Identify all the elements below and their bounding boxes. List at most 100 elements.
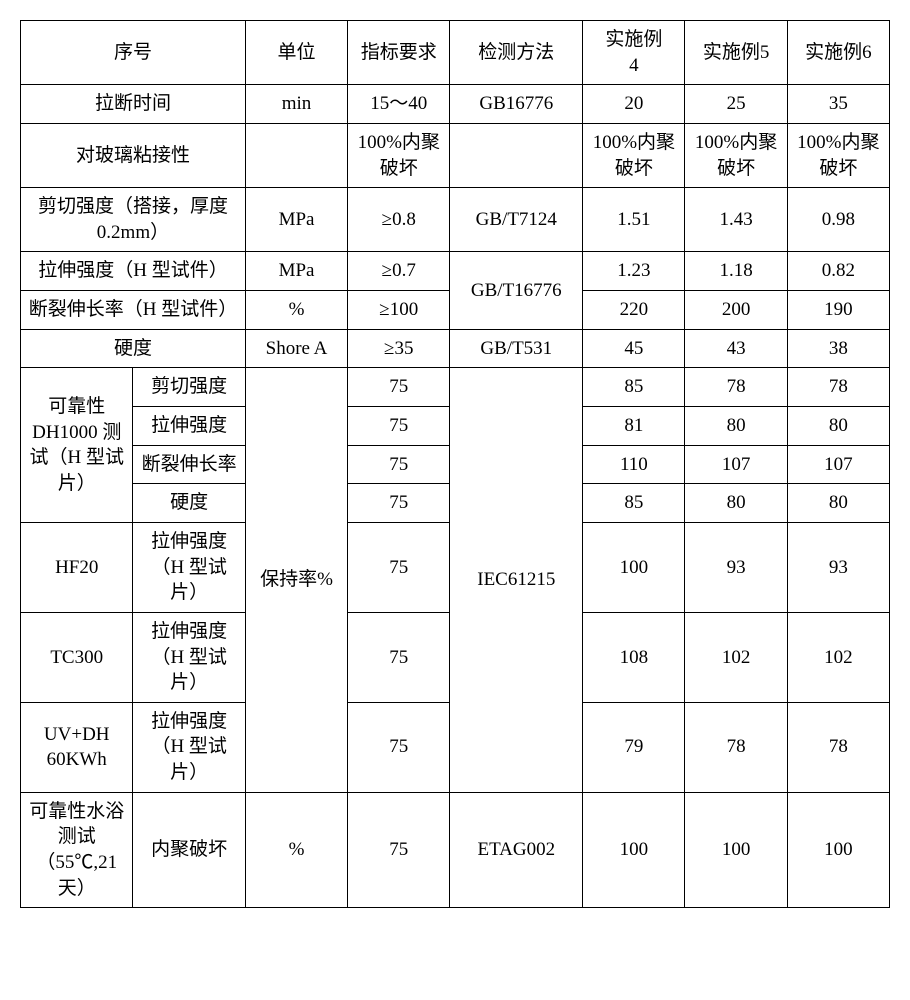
table-row: 拉断时间 min 15～40 GB16776 20 25 35 [21,85,890,124]
cell-req: 75 [348,484,450,523]
group-label: 可靠性水浴测试（55℃,21天） [21,792,133,908]
cell-req: 75 [348,792,450,908]
cell-ex6: 80 [787,484,889,523]
sub-name: 剪切强度 [133,368,245,407]
cell-unit: % [245,291,347,330]
cell-method: ETAG002 [450,792,583,908]
cell-ex6: 107 [787,445,889,484]
cell-req: ≥0.7 [348,252,450,291]
group-label: TC300 [21,612,133,702]
cell-unit: min [245,85,347,124]
cell-req: ≥35 [348,329,450,368]
header-seq: 序号 [21,21,246,85]
cell-ex4: 81 [583,407,685,446]
cell-unit: % [245,792,347,908]
table-row: 对玻璃粘接性 100%内聚破坏 100%内聚破坏 100%内聚破坏 100%内聚… [21,123,890,187]
cell-req: 75 [348,612,450,702]
cell-req: ≥0.8 [348,188,450,252]
group-label: 可靠性DH1000 测试（H 型试片） [21,368,133,523]
cell-ex6: 102 [787,612,889,702]
cell-ex4: 220 [583,291,685,330]
header-ex5: 实施例5 [685,21,787,85]
sub-name: 断裂伸长率 [133,445,245,484]
row-name: 硬度 [21,329,246,368]
cell-ex6: 38 [787,329,889,368]
cell-unit: MPa [245,188,347,252]
cell-req: 15～40 [348,85,450,124]
cell-ex5: 200 [685,291,787,330]
cell-unit [245,123,347,187]
cell-req: 75 [348,702,450,792]
cell-ex4: 110 [583,445,685,484]
sub-name: 内聚破坏 [133,792,245,908]
cell-ex6: 93 [787,522,889,612]
sub-name: 拉伸强度（H 型试片） [133,522,245,612]
spec-table: 序号 单位 指标要求 检测方法 实施例4 实施例5 实施例6 拉断时间 min … [20,20,890,908]
cell-ex5: 43 [685,329,787,368]
cell-req: 100%内聚破坏 [348,123,450,187]
cell-method: GB16776 [450,85,583,124]
sub-name: 拉伸强度 [133,407,245,446]
sub-name: 拉伸强度（H 型试片） [133,612,245,702]
header-unit: 单位 [245,21,347,85]
cell-ex6: 0.82 [787,252,889,291]
cell-req: 75 [348,368,450,407]
cell-ex6: 78 [787,702,889,792]
cell-ex5: 100 [685,792,787,908]
cell-ex4: 20 [583,85,685,124]
row-name: 剪切强度（搭接，厚度0.2mm） [21,188,246,252]
cell-req: 75 [348,522,450,612]
cell-ex5: 80 [685,484,787,523]
table-row: 拉伸强度（H 型试件） MPa ≥0.7 GB/T16776 1.23 1.18… [21,252,890,291]
row-name: 拉伸强度（H 型试件） [21,252,246,291]
cell-req: 75 [348,445,450,484]
cell-ex6: 78 [787,368,889,407]
cell-ex4: 45 [583,329,685,368]
cell-req: 75 [348,407,450,446]
cell-ex4: 85 [583,484,685,523]
cell-ex4: 100%内聚破坏 [583,123,685,187]
cell-ex5: 25 [685,85,787,124]
cell-ex4: 100 [583,522,685,612]
table-row: 剪切强度（搭接，厚度0.2mm） MPa ≥0.8 GB/T7124 1.51 … [21,188,890,252]
cell-method: GB/T16776 [450,252,583,329]
header-ex6: 实施例6 [787,21,889,85]
cell-unit: 保持率% [245,368,347,792]
sub-name: 拉伸强度（H 型试片） [133,702,245,792]
cell-ex5: 93 [685,522,787,612]
header-req: 指标要求 [348,21,450,85]
cell-ex4: 1.23 [583,252,685,291]
row-name: 拉断时间 [21,85,246,124]
group-label: HF20 [21,522,133,612]
cell-ex5: 78 [685,702,787,792]
table-row: 硬度 Shore A ≥35 GB/T531 45 43 38 [21,329,890,368]
cell-ex6: 190 [787,291,889,330]
cell-ex6: 80 [787,407,889,446]
cell-ex5: 1.18 [685,252,787,291]
cell-method [450,123,583,187]
cell-ex6: 35 [787,85,889,124]
cell-ex4: 85 [583,368,685,407]
cell-ex4: 100 [583,792,685,908]
sub-name: 硬度 [133,484,245,523]
cell-ex6: 100%内聚破坏 [787,123,889,187]
header-ex4: 实施例4 [583,21,685,85]
cell-ex5: 107 [685,445,787,484]
row-name: 对玻璃粘接性 [21,123,246,187]
cell-ex4: 108 [583,612,685,702]
row-name: 断裂伸长率（H 型试件） [21,291,246,330]
cell-ex5: 102 [685,612,787,702]
cell-ex6: 0.98 [787,188,889,252]
cell-ex5: 100%内聚破坏 [685,123,787,187]
cell-ex4: 79 [583,702,685,792]
table-row: 可靠性水浴测试（55℃,21天） 内聚破坏 % 75 ETAG002 100 1… [21,792,890,908]
header-method: 检测方法 [450,21,583,85]
cell-ex6: 100 [787,792,889,908]
cell-method: GB/T7124 [450,188,583,252]
table-row: 序号 单位 指标要求 检测方法 实施例4 实施例5 实施例6 [21,21,890,85]
cell-ex5: 1.43 [685,188,787,252]
table-row: 可靠性DH1000 测试（H 型试片） 剪切强度 保持率% 75 IEC6121… [21,368,890,407]
group-label: UV+DH60KWh [21,702,133,792]
cell-ex5: 78 [685,368,787,407]
cell-unit: Shore A [245,329,347,368]
